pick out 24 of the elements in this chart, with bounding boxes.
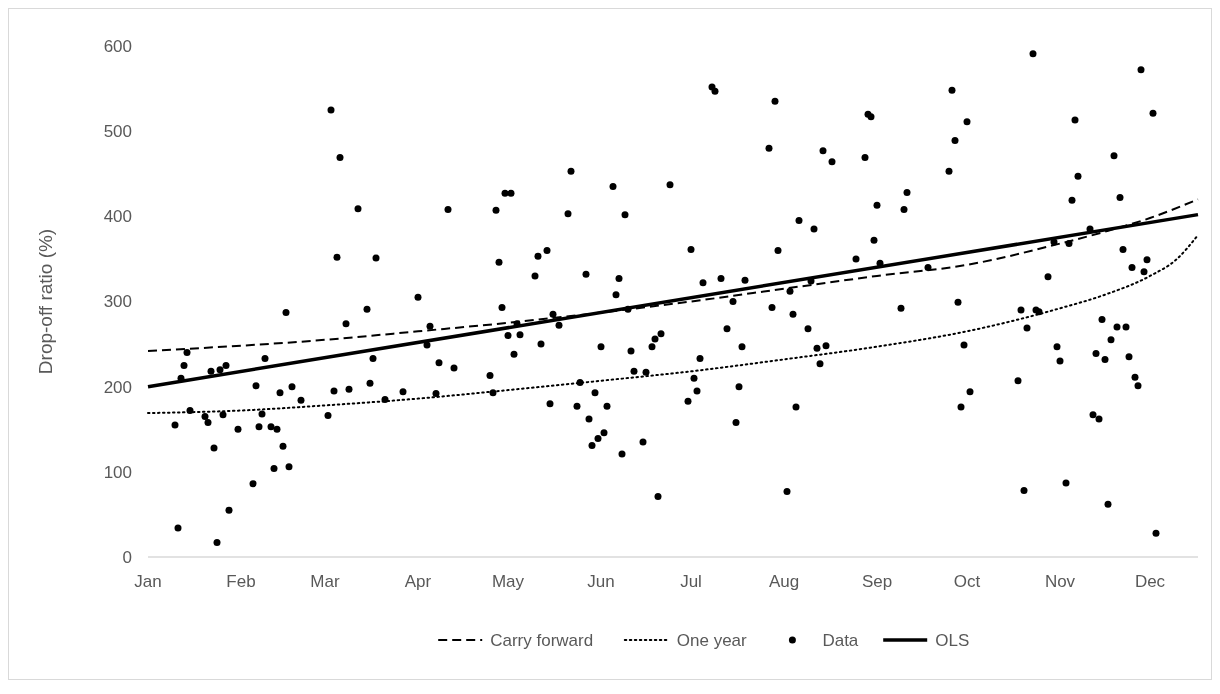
x-tick-label: Sep — [861, 572, 893, 591]
x-tick-label: Oct — [953, 572, 981, 591]
legend-label: Data — [822, 630, 859, 650]
x-tick-label: Dec — [1134, 572, 1166, 591]
y-tick-label: 400 — [103, 207, 132, 227]
y-tick-label: 500 — [103, 122, 132, 142]
y-tick-label: 300 — [103, 292, 132, 312]
x-tick-label: Feb — [226, 572, 256, 591]
y-tick-label: 100 — [103, 462, 132, 482]
x-tick-label: Mar — [310, 572, 340, 591]
x-tick-label: Jul — [680, 572, 702, 591]
x-tick-label: Aug — [768, 572, 800, 591]
y-axis-title: Drop-off ratio (%) — [35, 228, 56, 375]
x-tick-label: Jun — [587, 572, 615, 591]
legend-label: OLS — [935, 630, 970, 650]
x-tick-label: Nov — [1044, 572, 1076, 591]
legend-label: Carry forward — [490, 630, 594, 650]
y-tick-label: 200 — [103, 377, 132, 397]
x-tick-label: May — [491, 572, 525, 591]
x-tick-label: Jan — [134, 572, 162, 591]
x-tick-label: Apr — [404, 572, 432, 591]
y-tick-label: 0 — [122, 547, 132, 567]
y-tick-label: 600 — [103, 36, 132, 56]
legend-label: One year — [676, 630, 748, 650]
